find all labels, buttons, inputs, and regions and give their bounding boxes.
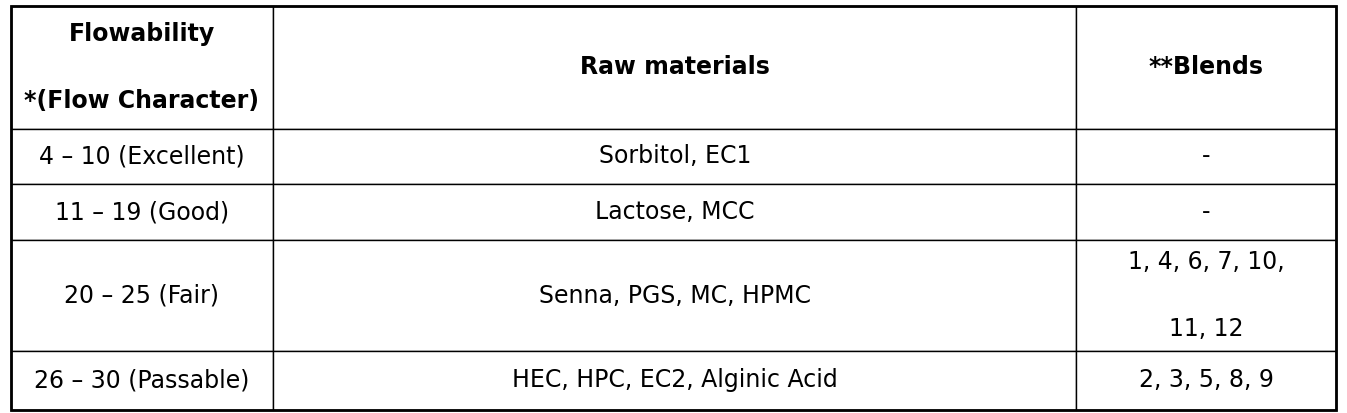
Bar: [1076, 6, 1336, 128]
Bar: [11, 240, 273, 351]
Text: 1, 4, 6, 7, 10,

11, 12: 1, 4, 6, 7, 10, 11, 12: [1127, 250, 1285, 341]
Bar: [273, 128, 1076, 184]
Bar: [1076, 240, 1336, 351]
Bar: [273, 184, 1076, 240]
Bar: [1076, 184, 1336, 240]
Text: **Blends: **Blends: [1149, 55, 1263, 79]
Text: Flowability

*(Flow Character): Flowability *(Flow Character): [24, 22, 260, 113]
Text: 2, 3, 5, 8, 9: 2, 3, 5, 8, 9: [1140, 368, 1274, 392]
Bar: [11, 184, 273, 240]
Bar: [11, 351, 273, 410]
Text: 26 – 30 (Passable): 26 – 30 (Passable): [34, 368, 249, 392]
Text: 4 – 10 (Excellent): 4 – 10 (Excellent): [39, 145, 245, 169]
Text: Senna, PGS, MC, HPMC: Senna, PGS, MC, HPMC: [539, 284, 811, 308]
Text: 20 – 25 (Fair): 20 – 25 (Fair): [65, 284, 220, 308]
Text: 11 – 19 (Good): 11 – 19 (Good): [55, 200, 229, 224]
Text: -: -: [1202, 200, 1211, 224]
Text: Lactose, MCC: Lactose, MCC: [595, 200, 754, 224]
Text: HEC, HPC, EC2, Alginic Acid: HEC, HPC, EC2, Alginic Acid: [512, 368, 838, 392]
Bar: [1076, 128, 1336, 184]
Bar: [11, 6, 273, 128]
Bar: [273, 351, 1076, 410]
Text: Raw materials: Raw materials: [581, 55, 769, 79]
Text: -: -: [1202, 145, 1211, 169]
Bar: [11, 128, 273, 184]
Bar: [273, 240, 1076, 351]
Text: Sorbitol, EC1: Sorbitol, EC1: [598, 145, 752, 169]
Bar: [273, 6, 1076, 128]
Bar: [1076, 351, 1336, 410]
